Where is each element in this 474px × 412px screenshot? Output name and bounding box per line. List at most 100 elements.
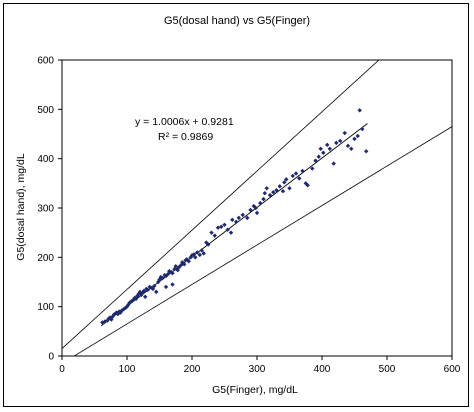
reference-lines — [62, 60, 452, 356]
x-tick-label: 500 — [379, 364, 396, 375]
y-axis-label: G5(dosal hand), mg/dL — [15, 153, 27, 261]
data-point — [264, 186, 269, 191]
data-point — [173, 264, 178, 269]
data-point — [222, 222, 227, 227]
data-point — [297, 176, 302, 181]
data-point — [170, 282, 175, 287]
data-point — [360, 126, 365, 132]
data-point — [201, 251, 206, 256]
data-point — [236, 215, 241, 221]
trendline-segment — [100, 123, 368, 327]
data-point — [245, 215, 250, 221]
data-point — [357, 108, 362, 113]
data-point — [310, 166, 315, 171]
data-point — [176, 265, 182, 270]
data-point — [318, 146, 323, 151]
data-point — [349, 146, 354, 151]
data-point — [197, 252, 202, 258]
data-point — [355, 133, 360, 139]
data-point — [342, 130, 347, 136]
data-point — [193, 255, 198, 260]
data-point — [334, 140, 339, 146]
data-point — [234, 219, 239, 225]
data-point — [253, 205, 258, 211]
x-axis-ticks: 0 100 200 300 400 500 600 — [59, 356, 461, 375]
data-point — [195, 250, 200, 255]
y-tick-label: 300 — [37, 204, 54, 215]
data-point — [145, 287, 150, 293]
data-point — [287, 186, 292, 191]
data-point — [331, 161, 336, 166]
data-point — [258, 200, 263, 206]
trendline — [100, 123, 368, 327]
data-point — [305, 183, 310, 188]
x-tick-label: 200 — [184, 364, 201, 375]
data-point — [345, 143, 351, 149]
y-tick-label: 500 — [37, 105, 54, 116]
x-tick-label: 600 — [444, 364, 461, 375]
data-point — [183, 258, 188, 263]
data-point — [219, 224, 224, 229]
data-point — [143, 294, 148, 299]
data-point — [280, 189, 286, 194]
data-point — [152, 283, 157, 289]
data-point — [274, 188, 279, 193]
data-point — [282, 180, 287, 185]
data-point — [147, 284, 152, 290]
y-tick-label: 600 — [37, 56, 54, 67]
data-point — [167, 268, 172, 274]
x-tick-label: 0 — [59, 364, 65, 375]
data-point — [325, 142, 330, 148]
chart-title: G5(dosal hand) vs G5(Finger) — [164, 15, 310, 27]
data-point — [150, 286, 156, 292]
r-squared-label: R² = 0.9869 — [158, 131, 213, 143]
y-tick-label: 200 — [37, 253, 54, 264]
y-tick-label: 100 — [37, 302, 54, 313]
y-tick-label: 400 — [37, 154, 54, 165]
data-point — [290, 173, 295, 179]
data-point — [154, 289, 159, 295]
x-tick-label: 100 — [119, 364, 136, 375]
trendline-equation: y = 1.0006x + 0.9281 — [135, 116, 234, 128]
data-point — [160, 275, 165, 281]
x-axis-label: G5(Finger), mg/dL — [212, 384, 298, 396]
data-point — [313, 158, 318, 163]
data-point — [163, 284, 169, 290]
data-point — [262, 191, 267, 196]
data-point — [261, 196, 266, 202]
data-point — [277, 184, 282, 189]
data-point — [352, 136, 357, 142]
data-point — [316, 154, 321, 159]
data-point — [225, 227, 230, 232]
data-point — [293, 171, 299, 176]
data-point — [137, 289, 143, 295]
data-point — [170, 270, 175, 276]
x-tick-label: 300 — [249, 364, 266, 375]
y-axis-ticks: 0 100 200 300 400 500 600 — [37, 56, 62, 363]
data-point — [230, 217, 235, 223]
data-point — [180, 260, 185, 265]
data-point — [199, 248, 204, 253]
data-point — [182, 262, 187, 267]
data-point — [300, 168, 305, 174]
y-tick-label: 0 — [48, 352, 54, 363]
data-point — [364, 149, 369, 154]
reference-line-2 — [73, 126, 452, 356]
data-point — [131, 297, 136, 302]
data-point — [338, 138, 343, 144]
data-point — [271, 190, 276, 195]
data-point — [228, 230, 234, 235]
data-point — [254, 210, 260, 216]
data-point — [215, 225, 221, 230]
data-point — [212, 233, 217, 238]
data-point — [206, 242, 211, 247]
data-point — [321, 150, 326, 155]
data-point — [141, 288, 147, 294]
data-point — [248, 207, 253, 213]
data-point — [209, 230, 214, 235]
data-point — [240, 212, 245, 218]
data-point — [327, 146, 332, 151]
x-tick-label: 400 — [314, 364, 331, 375]
reference-line-1 — [62, 60, 380, 349]
